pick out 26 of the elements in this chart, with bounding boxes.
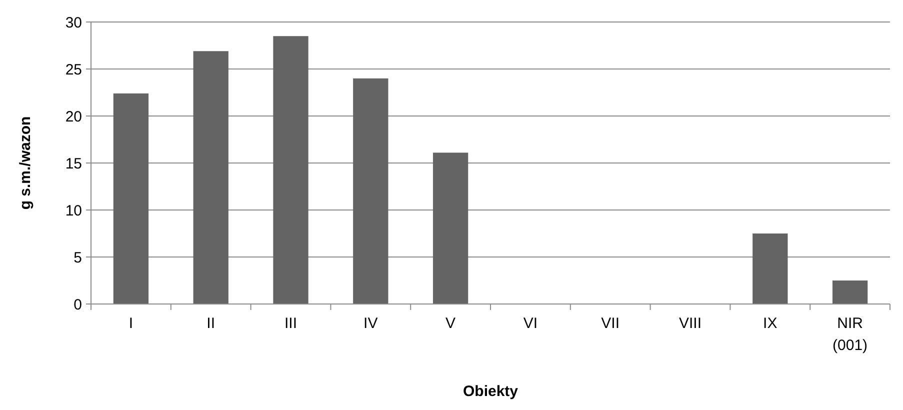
x-tick-label: VI bbox=[523, 315, 538, 332]
x-tick-label: VII bbox=[601, 315, 620, 332]
y-tick-label: 20 bbox=[65, 108, 82, 126]
bar bbox=[832, 280, 868, 304]
x-tick-label: V bbox=[446, 315, 456, 332]
bar bbox=[752, 234, 788, 304]
y-tick-label: 25 bbox=[65, 61, 82, 78]
bar bbox=[353, 78, 388, 304]
x-tick-label: VIII bbox=[678, 315, 702, 332]
bar bbox=[273, 36, 308, 304]
x-tick-label: NIR (001) bbox=[832, 315, 868, 354]
bar bbox=[193, 51, 228, 304]
y-axis-title: g s.m./wazon bbox=[17, 116, 34, 210]
y-tick-label: 10 bbox=[65, 202, 82, 220]
x-tick-label: IV bbox=[364, 315, 378, 332]
y-tick-label: 5 bbox=[74, 249, 82, 266]
x-tick-label: II bbox=[206, 315, 216, 332]
y-tick-label: 15 bbox=[65, 155, 82, 172]
x-axis-title: Obiekty bbox=[462, 383, 519, 400]
y-tick-label: 30 bbox=[65, 14, 82, 32]
x-tick-label: I bbox=[128, 315, 134, 332]
bar bbox=[113, 93, 149, 304]
y-tick-label: 0 bbox=[74, 296, 82, 314]
bar bbox=[432, 152, 468, 304]
x-tick-label: IX bbox=[763, 315, 778, 332]
x-tick-label: III bbox=[284, 315, 298, 332]
